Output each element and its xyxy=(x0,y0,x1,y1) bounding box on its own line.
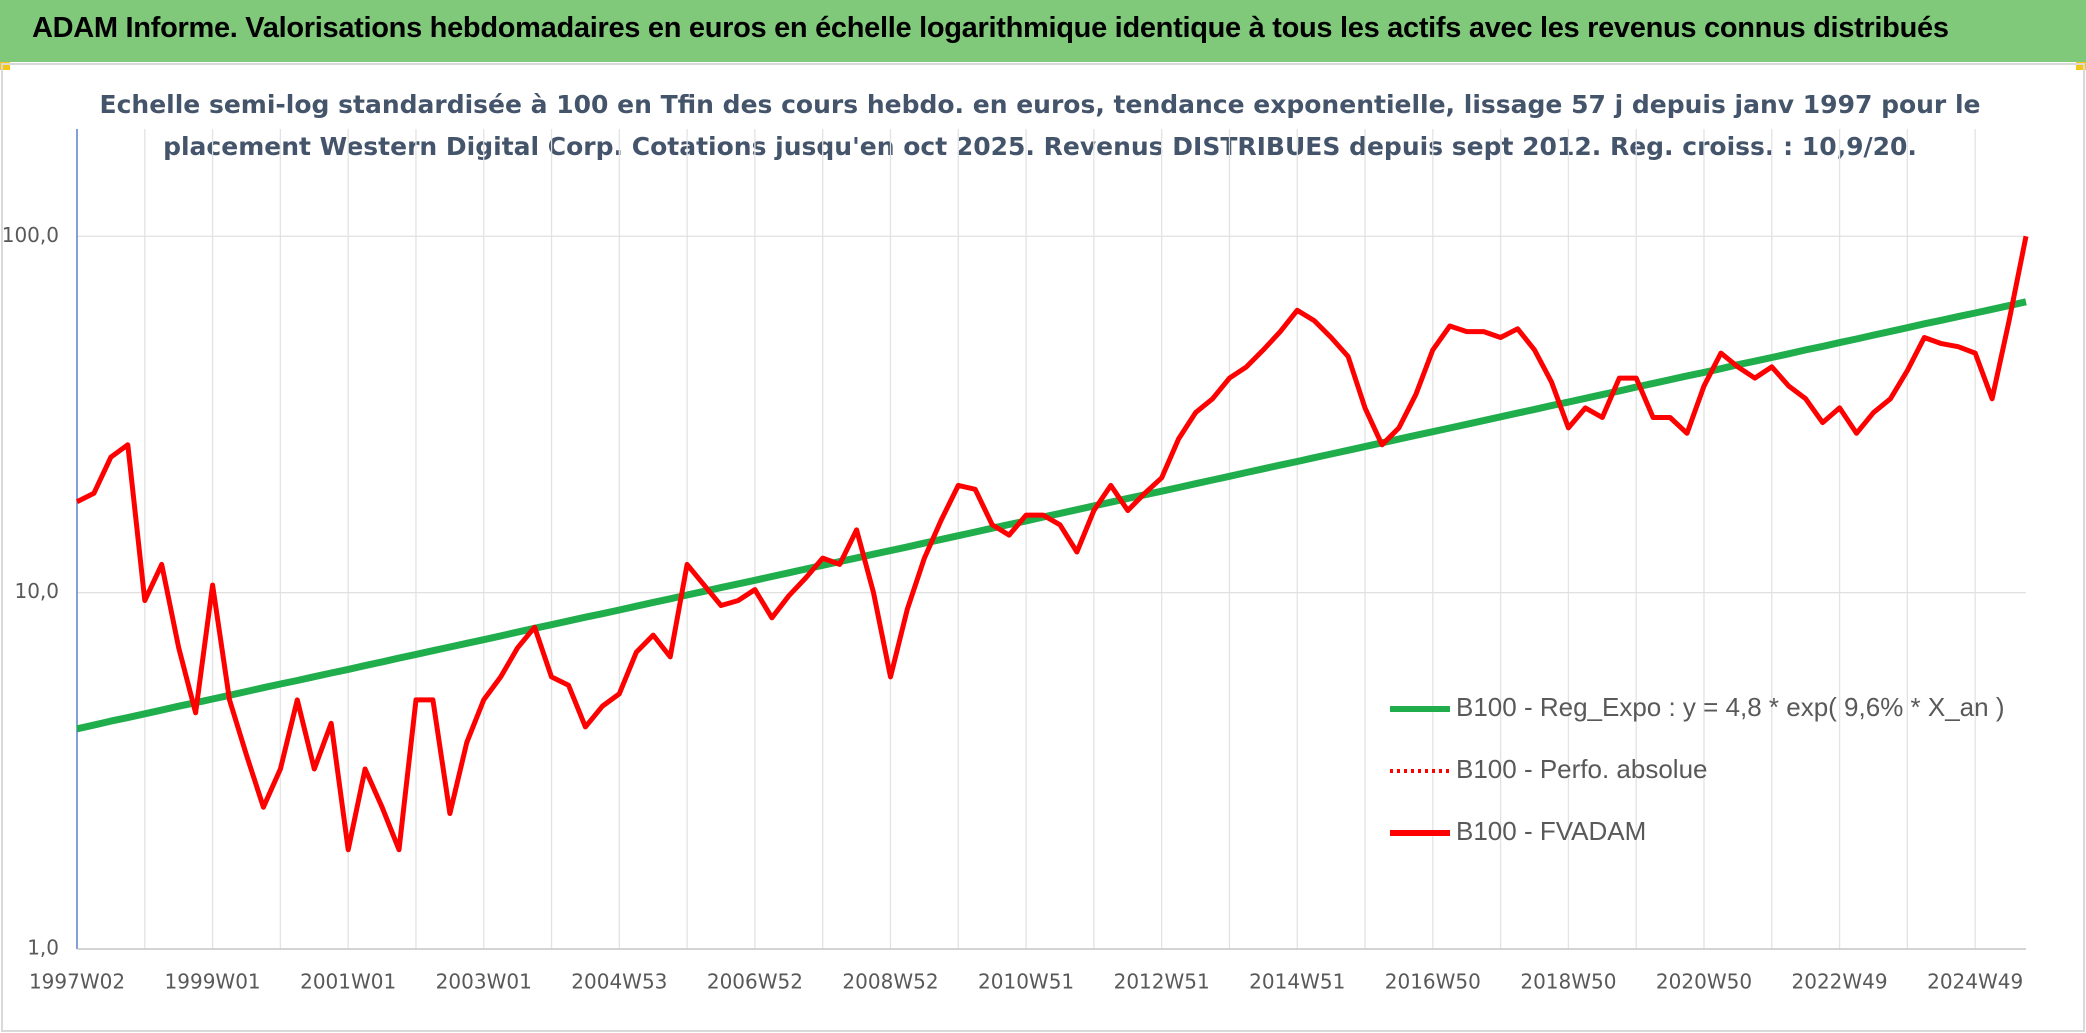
y-tick-label: 10,0 xyxy=(14,579,59,603)
x-tick-label: 2004W53 xyxy=(571,970,667,994)
y-tick-label: 1,0 xyxy=(27,936,59,960)
series-line xyxy=(75,235,2029,853)
chart-frame xyxy=(1,63,2085,1032)
corner-mark xyxy=(2076,62,2086,70)
header-title: ADAM Informe. Valorisations hebdomadaire… xyxy=(32,12,1949,44)
x-tick-label: 2012W51 xyxy=(1114,970,1210,994)
subtitle: placement Western Digital Corp. Cotation… xyxy=(163,132,1917,161)
series-line xyxy=(76,298,2027,733)
x-tick-label: 2024W49 xyxy=(1927,970,2023,994)
x-tick-label: 2010W51 xyxy=(978,970,1074,994)
x-tick-label: 1997W02 xyxy=(29,970,125,994)
subtitle: Echelle semi-log standardisée à 100 en T… xyxy=(100,90,1981,119)
y-tick-label: 100,0 xyxy=(2,223,59,247)
legend-label: B100 - Reg_Expo : y = 4,8 * exp( 9,6% * … xyxy=(1456,692,2005,722)
x-tick-label: 2008W52 xyxy=(842,970,938,994)
x-tick-label: 2014W51 xyxy=(1249,970,1345,994)
legend-label: B100 - FVADAM xyxy=(1456,816,1646,846)
x-tick-label: 2022W49 xyxy=(1792,970,1888,994)
x-tick-label: 2001W01 xyxy=(300,970,396,994)
header: ADAM Informe. Valorisations hebdomadaire… xyxy=(0,0,2086,62)
x-tick-label: 2006W52 xyxy=(707,970,803,994)
legend-label: B100 - Perfo. absolue xyxy=(1456,754,1708,784)
x-tick-label: 2020W50 xyxy=(1656,970,1752,994)
x-tick-label: 2016W50 xyxy=(1385,970,1481,994)
corner-mark xyxy=(0,62,10,70)
x-tick-label: 1999W01 xyxy=(165,970,261,994)
x-tick-label: 2003W01 xyxy=(436,970,532,994)
x-tick-label: 2018W50 xyxy=(1520,970,1616,994)
